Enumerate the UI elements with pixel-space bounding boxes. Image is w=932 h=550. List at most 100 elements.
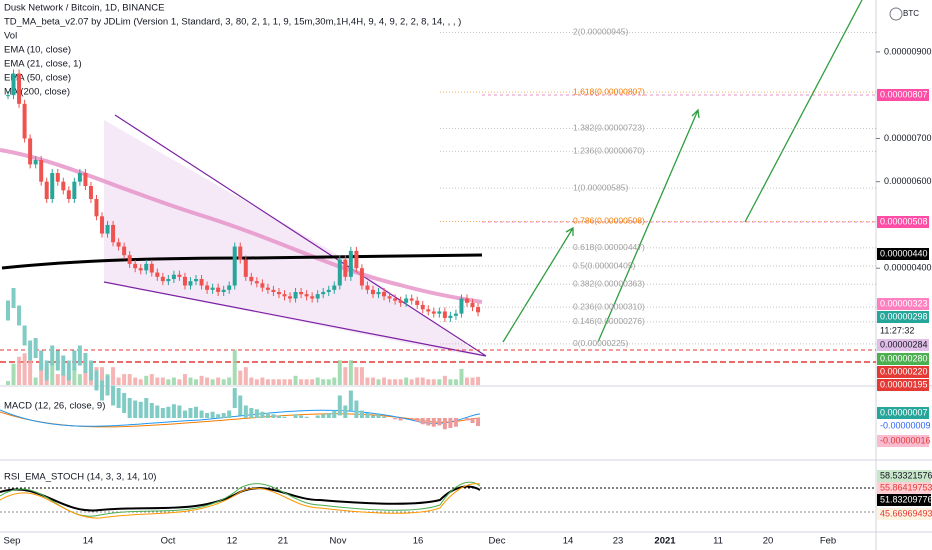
volume-bar [194,379,199,385]
macd-hist [448,418,453,428]
volume-bar [393,379,398,385]
macd-hist [299,415,304,418]
candle [382,291,387,297]
candle [337,259,342,286]
price-tag-label: 0.00000220 [880,366,928,376]
volume-bar [398,379,403,385]
macd-hist [232,388,237,408]
channel-fill [104,120,482,356]
volume-bar [100,367,105,385]
candle [288,296,293,299]
time-label: 23 [613,536,624,547]
macd-hist [470,418,475,423]
volume-bar [276,379,281,385]
macd-hist [155,405,160,418]
volume-bar [326,379,331,385]
candle [100,216,105,234]
macd-hist [6,300,10,321]
candle [420,304,425,310]
volume-bar [409,379,414,385]
ema-line [0,148,483,304]
macd-hist [326,413,331,418]
volume-bar [232,349,237,385]
wedge-line [103,281,487,357]
macd-hist [415,418,420,422]
volume-bar [182,374,187,385]
macd-hist [464,418,469,421]
candle [448,315,453,318]
price-tick-label: 0.00000400 [884,263,932,273]
macd-hist [354,400,359,418]
currency-label[interactable]: BTC [903,9,919,18]
macd-hist [116,388,121,408]
time-label: 21 [278,536,289,547]
rsi-tag-label: 55.86419753 [880,482,932,492]
candle [33,160,38,165]
macd-hist [437,418,442,426]
volume-bar [177,379,182,385]
candle [359,268,364,286]
volume-bar [337,360,342,385]
candle [122,246,127,256]
volume-bar [282,379,287,385]
macd-hist [94,370,99,391]
macd-hist [332,410,337,418]
candle [254,281,259,284]
macd-hist [442,418,447,430]
macd-hist [182,410,187,418]
candle [453,313,458,316]
candle [205,285,210,290]
stoch-d [0,483,481,519]
candle [265,287,270,290]
macd-hist [11,288,16,308]
volume-bar [17,356,22,385]
macd-hist [77,345,82,366]
volume-bar [72,367,77,385]
candle [88,186,93,199]
candle [348,250,353,277]
macd-hist [33,338,38,358]
macd-hist [271,414,276,418]
time-label: 11 [713,536,723,547]
price-tag [877,216,929,228]
macd-hist [365,413,370,418]
volume-bar [199,375,204,385]
stoch-k [0,481,481,517]
candle [243,259,248,277]
volume-bar [171,377,176,385]
currency-icon[interactable] [889,7,903,21]
macd-hist [343,405,348,418]
candle [94,198,99,217]
candle [133,263,138,269]
price-tag [877,366,929,378]
volume-bar [299,379,304,385]
time-label: Dec [489,536,506,547]
candle [304,294,309,297]
rsi-title: RSI_EMA_STOCH (14, 3, 3, 14, 10) [4,472,156,483]
volume-bar [254,379,259,385]
macd-hist [83,353,88,373]
candle [321,291,326,295]
rsi-tag [877,494,931,506]
macd-hist [238,395,243,416]
volume-bar [22,353,27,385]
price-tag-label: 0.00000508 [880,216,928,226]
macd-hist [44,360,49,381]
candle [55,173,60,182]
volume-bar [343,367,348,385]
macd-hist [376,414,381,418]
macd-tag [877,435,929,447]
candle [343,259,348,277]
candle [72,181,77,199]
volume-bar [188,377,193,385]
macd-hist [382,416,387,418]
volume-bar [288,379,293,385]
macd-hist [359,410,364,418]
candle [83,173,88,187]
volume-bar [50,360,55,385]
candle [409,298,414,301]
macd-hist [55,350,60,371]
time-label: Nov [330,536,347,547]
macd-hist [61,355,66,376]
